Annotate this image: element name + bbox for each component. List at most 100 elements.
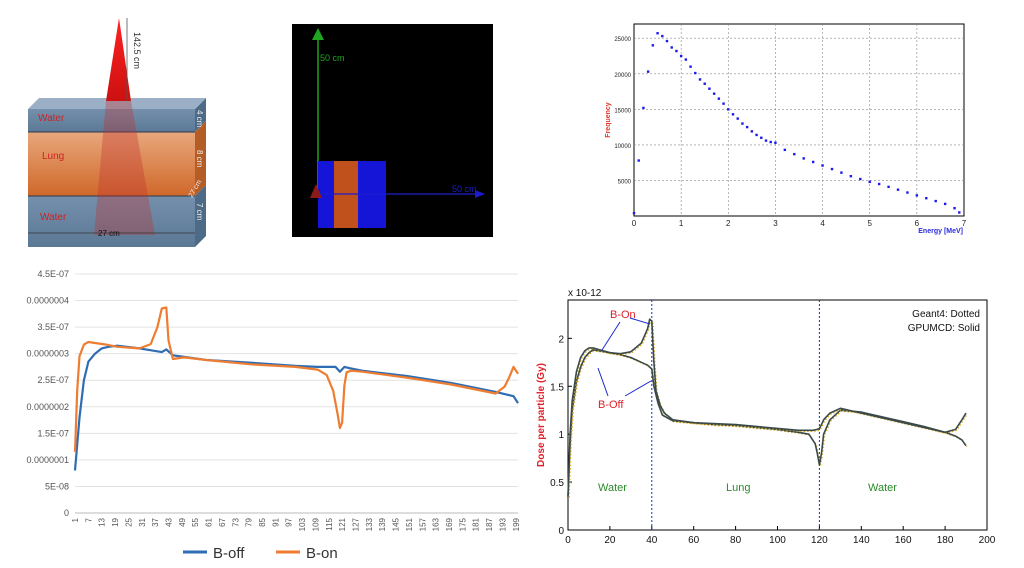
spectrum-point [637,159,640,162]
dose-y-axis-label: Dose per particle (Gy) [536,363,547,467]
spectrum-point [896,188,900,191]
spectrum-point [915,194,919,197]
spectrum-point [760,136,763,139]
b-field-y-tick-label: 3.5E-07 [37,322,69,332]
top-thickness-label: 4 cm [195,110,204,128]
bottom-thickness-label: 7 cm [195,203,204,221]
spectrum-point [755,133,758,137]
spectrum-point [877,182,881,186]
b-field-x-tick-label: 139 [378,517,387,531]
b-field-x-tick-label: 169 [445,517,454,531]
spectrum-x-tick-label: 7 [962,219,967,228]
spectrum-point [811,160,815,164]
lung-layer [28,132,195,196]
b-field-x-tick-label: 133 [365,517,374,531]
b-field-x-ticks: 1 7 13 19 25 31 37 43 49 55 61 67 73 79 85 91 97 103 109 11… [71,517,521,531]
dose-x-tick-label: 0 [565,535,571,546]
region-lung-label: Lung [726,482,750,494]
spectrum-point [943,202,947,206]
spectrum-point [750,130,754,133]
b-field-y-tick-label: 0.0000001 [26,455,69,465]
dose-x-tick-label: 160 [895,535,912,546]
b-field-x-tick-label: 121 [338,517,347,531]
b-field-x-tick-label: 61 [205,517,214,526]
spectrum-point [694,71,697,75]
dose-ticks: 0 20 40 60 80 100 120 140 160 180 200 0 0.5 1 1.5 2 [550,334,996,546]
dose-legend-geant4: Geant4: Dotted [912,309,980,320]
spectrum-point [708,87,711,90]
spectrum-point [741,122,744,125]
b-field-y-tick-label: 5E-08 [45,481,69,491]
b-field-x-tick-label: 1 [71,517,80,522]
dose-plot-area [567,299,988,531]
b-field-x-tick-label: 175 [458,517,467,531]
spectrum-point [698,78,702,81]
b-field-grid [75,273,518,514]
spectrum-point [670,46,673,49]
water-bottom-label: Water [40,212,67,223]
b-field-y-tick-label: 0.0000003 [26,349,69,359]
b-field-x-tick-label: 19 [111,517,120,526]
spectrum-point [632,211,636,215]
spectrum-point [665,39,669,43]
dose-x-tick-label: 140 [853,535,870,546]
b-field-x-tick-label: 85 [258,517,267,526]
y-axis-arrow-icon [312,28,324,40]
dose-x-tick-label: 100 [769,535,786,546]
b-field-x-tick-label: 97 [285,517,294,526]
dose-x-tick-label: 20 [604,535,616,546]
spectrum-point [849,174,853,178]
spectrum-point [727,108,730,111]
dose-legend-gpumcd: GPUMCD: Solid [908,323,980,334]
b-field-x-tick-label: 49 [178,517,187,526]
dose-multiplier-label: x 10-12 [568,288,602,299]
spectrum-x-tick-label: 1 [679,219,684,228]
spectrum-point [712,92,716,95]
spectrum-point [868,180,871,184]
b-field-y-ticks: 0 5E-08 0.0000001 1.5E-07 0.0000002 2.5E-07 0.… [26,269,69,518]
spectrum-point [783,148,787,152]
dose-y-tick-label: 2 [558,334,564,345]
series-line-b-off [73,344,519,471]
b-field-y-tick-label: 0.0000002 [26,402,69,412]
spectrum-x-tick-label: 0 [632,219,637,228]
dose-y-tick-label: 1 [558,430,564,441]
dose-solid-line-0 [567,349,967,497]
spectrum-point [651,44,655,47]
spectrum-points [632,32,961,215]
legend-b-off-label: B-off [213,545,245,562]
water-top-side-face [195,98,206,132]
dose-y-tick-label: 0.5 [550,478,564,489]
spectrum-y-tick-label: 15000 [614,108,631,114]
b-field-x-tick-label: 91 [271,517,280,526]
spectrum-point [675,49,678,53]
spectrum-point [906,191,909,194]
spectrum-point [802,157,805,160]
water-bottom-side-face [195,185,206,247]
spectrum-point [745,125,749,129]
energy-spectrum-chart: 0 1 2 3 4 5 6 7 5000 10000 15000 20000 25000 Frequen… [605,23,967,235]
spectrum-x-tick-label: 2 [726,219,731,228]
b-field-x-tick-label: 151 [405,517,414,531]
water-top-label: Water [38,113,65,124]
spectrum-x-axis-label: Energy [MeV] [918,228,963,235]
water-top-layer [28,109,195,132]
spectrum-ticks: 0 1 2 3 4 5 6 7 5000 10000 15000 20000 25000 [614,37,966,228]
water-bottom-layer [28,196,195,247]
spectrum-plot-area [633,23,965,217]
width-label: 27 cm [98,229,120,238]
spectrum-point [679,54,683,58]
dose-y-tick-label: 1.5 [550,382,564,393]
dose-x-tick-label: 80 [730,535,742,546]
y-axis-label: 50 cm [320,53,345,63]
spectrum-y-tick-label: 5000 [618,179,632,185]
spectrum-point [793,152,796,156]
b-on-arrow-left [601,321,621,351]
b-field-x-tick-label: 79 [245,517,254,526]
b-field-y-tick-label: 1.5E-07 [37,428,69,438]
lung-side-face [195,121,206,196]
spectrum-point [774,141,777,144]
spectrum-point [953,206,956,210]
dose-y-tick-label: 0 [558,526,564,537]
spectrum-point [646,70,650,73]
